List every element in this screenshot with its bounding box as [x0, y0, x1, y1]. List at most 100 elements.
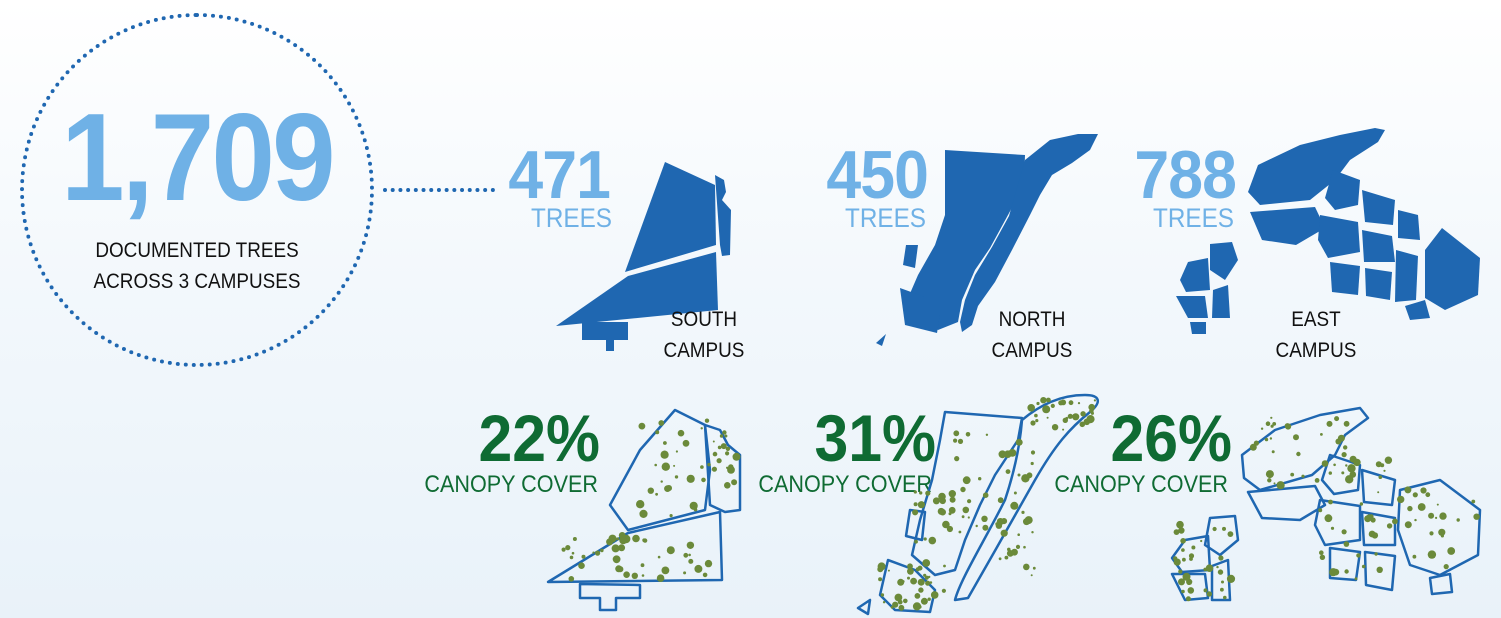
south-canopy-percent: 22%: [478, 401, 600, 475]
tree-canopy-dot: [711, 466, 718, 472]
tree-canopy-dot: [1356, 553, 1361, 558]
tree-canopy-dot: [641, 574, 645, 577]
tree-canopy-dot: [720, 443, 727, 450]
tree-canopy-dot: [725, 446, 731, 451]
tree-canopy-dot: [673, 464, 676, 467]
tree-canopy-dot: [1272, 422, 1277, 426]
tree-canopy-dot: [1004, 555, 1009, 560]
tree-canopy-dot: [608, 534, 617, 543]
tree-canopy-dot: [1271, 450, 1275, 454]
tree-canopy-dot: [571, 551, 575, 555]
tree-canopy-dot: [1206, 591, 1213, 597]
total-trees-number: 1,709: [61, 89, 335, 227]
south-canopy-map: [546, 408, 742, 612]
tree-canopy-dot: [1031, 531, 1034, 534]
tree-canopy-dot: [647, 487, 654, 494]
tree-canopy-dot: [919, 491, 923, 495]
tree-canopy-dot: [1397, 495, 1405, 504]
tree-canopy-dot: [1374, 552, 1378, 556]
tree-canopy-dot: [712, 451, 718, 457]
south-campus-name: SOUTH CAMPUS: [650, 304, 758, 366]
tree-canopy-dot: [1090, 411, 1094, 415]
tree-canopy-dot: [1178, 569, 1183, 574]
tree-canopy-dot: [722, 430, 727, 435]
tree-canopy-dot: [701, 477, 706, 483]
tree-canopy-dot: [682, 439, 690, 447]
tree-canopy-dot: [1062, 417, 1069, 423]
tree-canopy-dot: [1030, 420, 1036, 426]
tree-canopy-dot: [565, 545, 571, 551]
tree-canopy-dot: [1270, 424, 1274, 428]
tree-canopy-dot: [1011, 548, 1018, 556]
tree-canopy-dot: [1040, 397, 1047, 404]
tree-canopy-dot: [669, 514, 673, 518]
tree-canopy-dot: [1376, 566, 1383, 573]
tree-canopy-dot: [998, 557, 1002, 561]
tree-canopy-dot: [1221, 580, 1224, 584]
tree-canopy-dot: [655, 492, 658, 496]
tree-canopy-dot: [689, 504, 693, 507]
total-trees-label: DOCUMENTED TREES ACROSS 3 CAMPUSES: [38, 235, 357, 297]
tree-canopy-dot: [1024, 516, 1033, 525]
tree-canopy-dot: [1265, 421, 1271, 427]
tree-canopy-dot: [1296, 451, 1301, 457]
tree-canopy-dot: [913, 490, 917, 494]
north-campus-name: NORTH CAMPUS: [978, 304, 1086, 366]
tree-canopy-dot: [674, 475, 679, 479]
east-canopy-map: [1170, 406, 1482, 602]
tree-canopy-dot: [1000, 529, 1008, 537]
tree-canopy-dot: [924, 575, 929, 580]
tree-canopy-dot: [660, 480, 663, 483]
tree-canopy-dot: [954, 456, 960, 462]
tree-canopy-dot: [1173, 529, 1180, 535]
tree-canopy-dot: [892, 601, 899, 608]
tree-canopy-dot: [1264, 437, 1269, 442]
tree-canopy-dot: [704, 418, 710, 423]
tree-canopy-dot: [917, 578, 925, 586]
tree-canopy-dot: [1347, 464, 1356, 473]
tree-canopy-dot: [1044, 405, 1048, 409]
tree-canopy-dot: [978, 477, 982, 481]
tree-canopy-dot: [1326, 420, 1333, 427]
tree-canopy-dot: [1023, 545, 1026, 549]
tree-canopy-dot: [953, 430, 960, 437]
tree-canopy-dot: [1290, 472, 1295, 477]
tree-canopy-dot: [1328, 499, 1333, 505]
tree-canopy-dot: [1359, 502, 1364, 506]
tree-canopy-dot: [1471, 499, 1476, 504]
tree-canopy-dot: [1427, 550, 1437, 559]
tree-canopy-dot: [1343, 420, 1350, 427]
tree-canopy-dot: [927, 597, 931, 601]
tree-canopy-dot: [946, 525, 954, 533]
tree-canopy-dot: [932, 497, 940, 505]
tree-canopy-dot: [1182, 557, 1186, 562]
tree-canopy-dot: [1030, 450, 1036, 455]
north-campus-map: [876, 134, 1098, 346]
tree-canopy-dot: [631, 572, 638, 579]
tree-canopy-dot: [1404, 486, 1412, 494]
tree-canopy-dot: [592, 551, 595, 554]
tree-canopy-dot: [1341, 529, 1347, 535]
tree-canopy-dot: [661, 462, 670, 471]
east-campus-name-line2: CAMPUS: [1275, 339, 1357, 362]
tree-canopy-dot: [903, 598, 908, 604]
tree-canopy-dot: [1440, 534, 1444, 538]
tree-canopy-dot: [1044, 409, 1048, 414]
tree-canopy-dot: [732, 452, 741, 461]
tree-canopy-dot: [882, 601, 886, 604]
north-campus-trees-label: TREES: [844, 203, 926, 233]
tree-canopy-dot: [1180, 538, 1186, 544]
tree-canopy-dot: [982, 524, 989, 531]
tree-canopy-dot: [600, 548, 604, 553]
tree-canopy-dot: [657, 555, 661, 559]
tree-canopy-dot: [912, 602, 922, 611]
tree-canopy-dot: [1377, 491, 1380, 494]
tree-canopy-dot: [1217, 569, 1224, 575]
tree-canopy-dot: [1017, 473, 1021, 477]
tree-canopy-dot: [616, 537, 620, 541]
tree-canopy-dot: [1343, 541, 1350, 547]
tree-canopy-dot: [1046, 416, 1049, 419]
tree-canopy-dot: [655, 430, 660, 435]
tree-canopy-dot: [1173, 558, 1181, 566]
tree-canopy-dot: [658, 420, 665, 426]
